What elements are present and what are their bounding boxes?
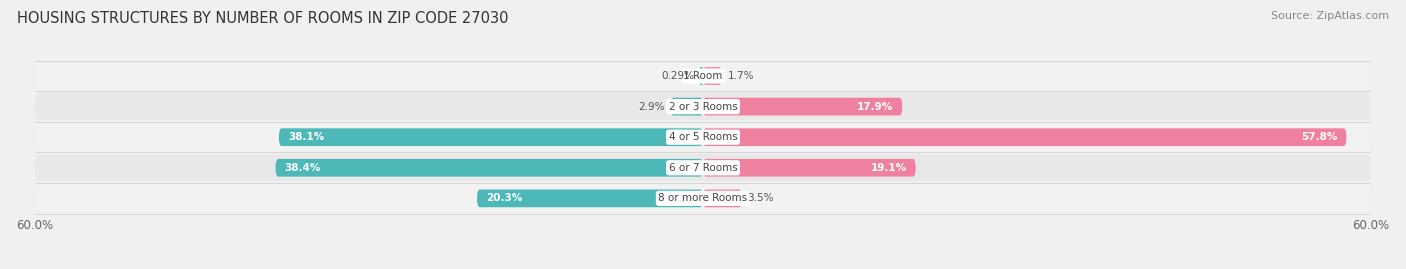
Text: 38.1%: 38.1% — [288, 132, 323, 142]
Text: HOUSING STRUCTURES BY NUMBER OF ROOMS IN ZIP CODE 27030: HOUSING STRUCTURES BY NUMBER OF ROOMS IN… — [17, 11, 509, 26]
Text: Source: ZipAtlas.com: Source: ZipAtlas.com — [1271, 11, 1389, 21]
FancyBboxPatch shape — [671, 98, 703, 115]
Text: 17.9%: 17.9% — [858, 102, 893, 112]
Text: 3.5%: 3.5% — [748, 193, 775, 203]
FancyBboxPatch shape — [703, 189, 742, 207]
FancyBboxPatch shape — [703, 128, 1347, 146]
Text: 2.9%: 2.9% — [638, 102, 665, 112]
Text: 20.3%: 20.3% — [486, 193, 522, 203]
FancyBboxPatch shape — [35, 154, 1371, 181]
FancyBboxPatch shape — [35, 124, 1371, 151]
FancyBboxPatch shape — [703, 67, 721, 85]
FancyBboxPatch shape — [278, 128, 703, 146]
FancyBboxPatch shape — [276, 159, 703, 177]
FancyBboxPatch shape — [477, 189, 703, 207]
FancyBboxPatch shape — [703, 98, 903, 115]
Text: 6 or 7 Rooms: 6 or 7 Rooms — [669, 163, 737, 173]
FancyBboxPatch shape — [35, 63, 1371, 90]
Text: 1.7%: 1.7% — [727, 71, 754, 81]
Text: 19.1%: 19.1% — [870, 163, 907, 173]
FancyBboxPatch shape — [703, 159, 915, 177]
Text: 38.4%: 38.4% — [284, 163, 321, 173]
Text: 1 Room: 1 Room — [683, 71, 723, 81]
FancyBboxPatch shape — [35, 185, 1371, 212]
FancyBboxPatch shape — [700, 67, 703, 85]
Text: 8 or more Rooms: 8 or more Rooms — [658, 193, 748, 203]
Text: 4 or 5 Rooms: 4 or 5 Rooms — [669, 132, 737, 142]
Text: 2 or 3 Rooms: 2 or 3 Rooms — [669, 102, 737, 112]
FancyBboxPatch shape — [35, 93, 1371, 120]
Text: 0.29%: 0.29% — [661, 71, 695, 81]
Text: 57.8%: 57.8% — [1301, 132, 1337, 142]
